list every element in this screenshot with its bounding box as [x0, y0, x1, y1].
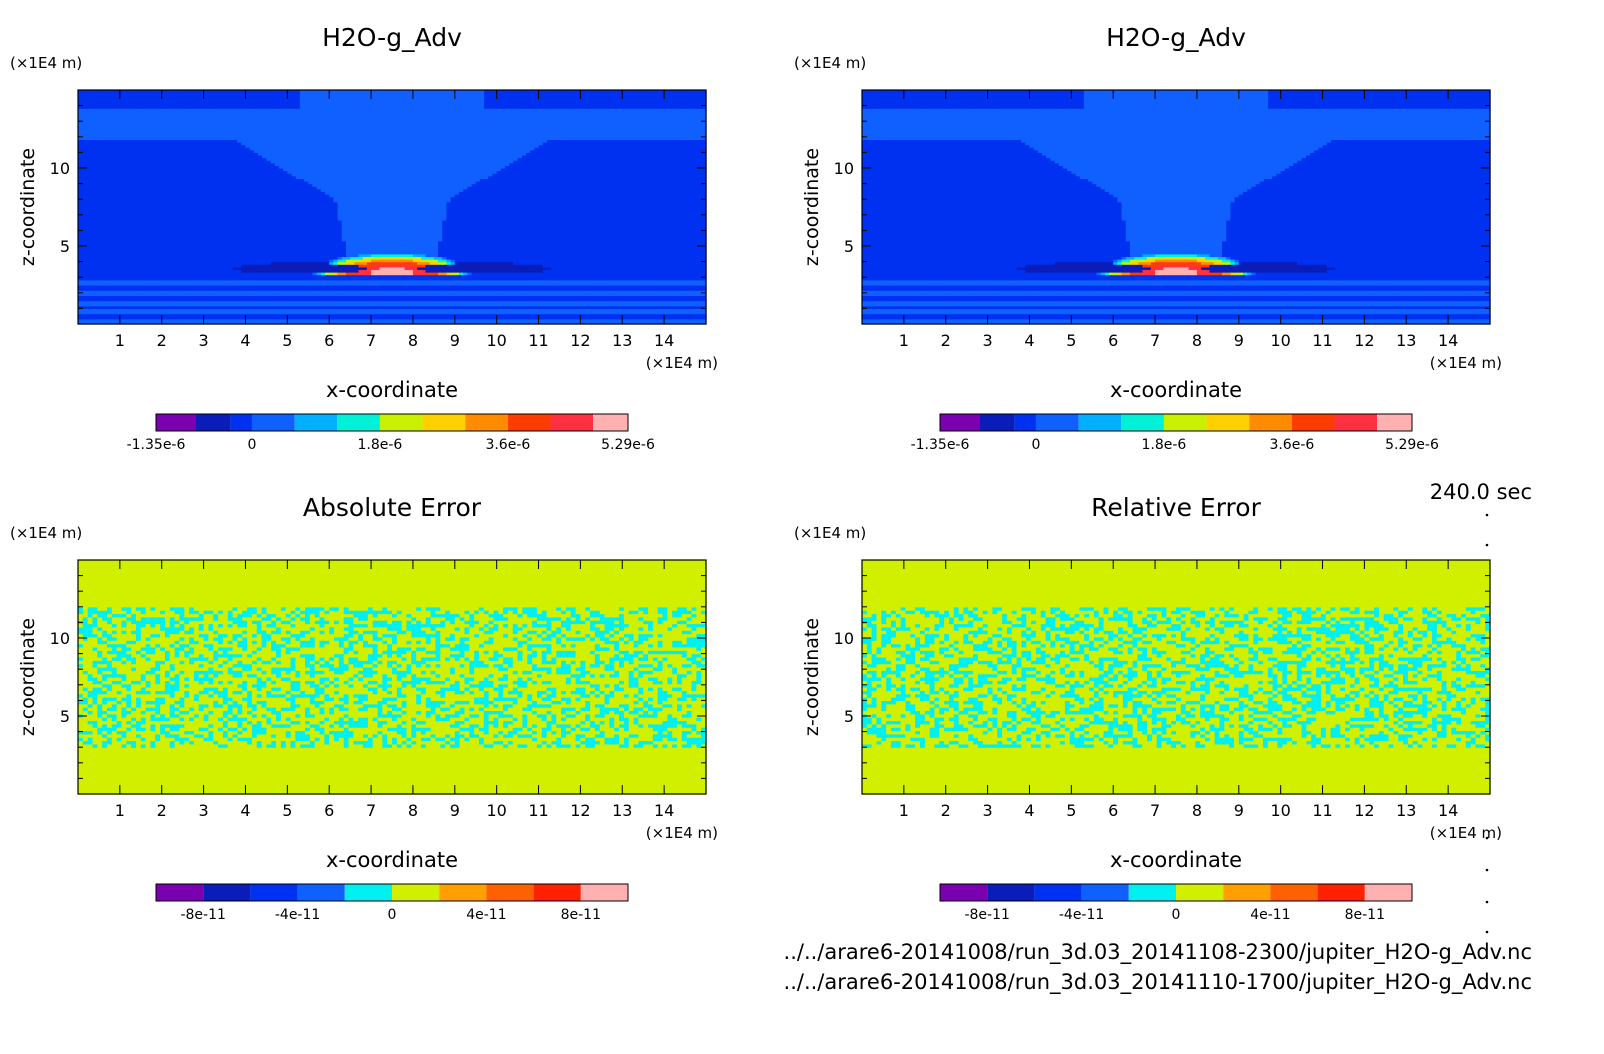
heatmap-field	[78, 90, 707, 325]
